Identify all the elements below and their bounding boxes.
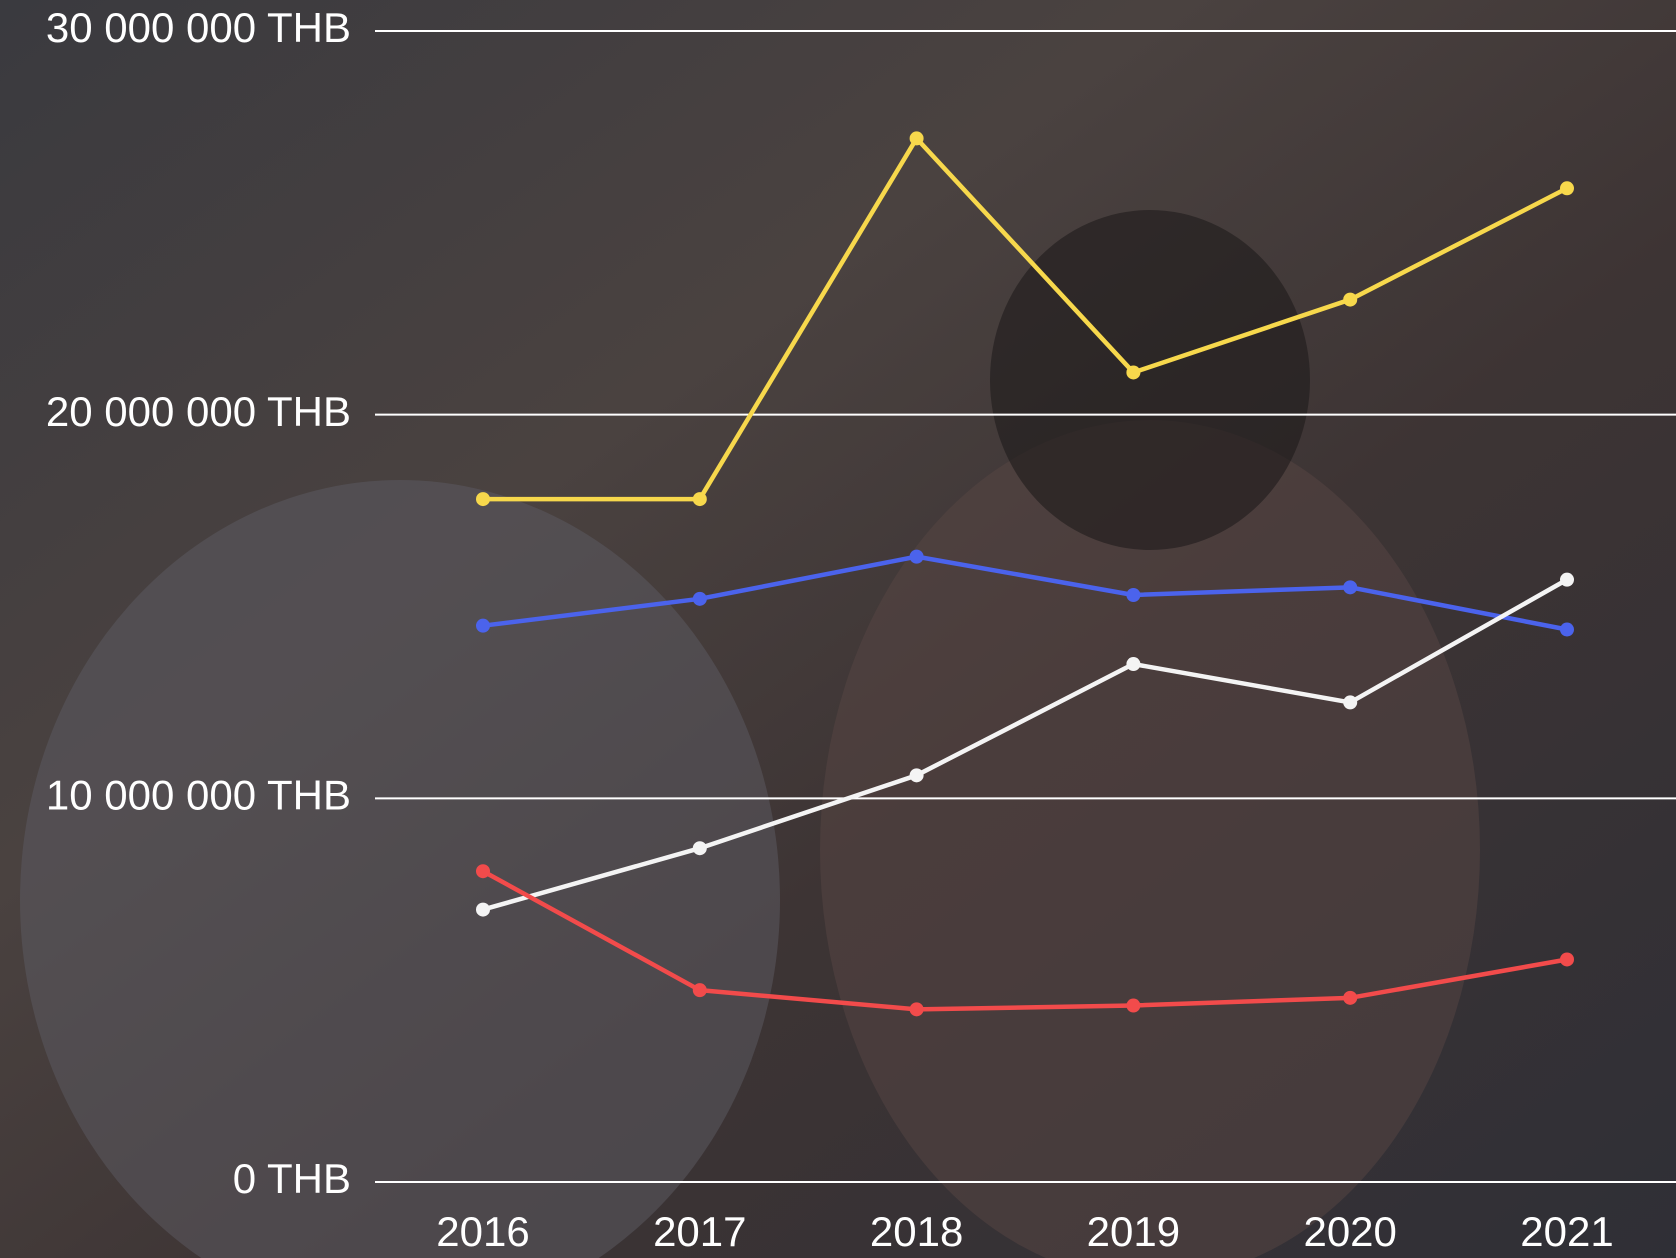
data-point (476, 492, 490, 506)
data-point (476, 903, 490, 917)
x-tick-label: 2018 (870, 1208, 963, 1255)
background-figure (990, 210, 1310, 550)
data-point (910, 1002, 924, 1016)
data-point (1126, 588, 1140, 602)
data-point (693, 983, 707, 997)
y-tick-label: 30 000 000 THB (46, 4, 351, 51)
data-point (910, 550, 924, 564)
data-point (1343, 695, 1357, 709)
data-point (910, 768, 924, 782)
data-point (1343, 293, 1357, 307)
y-tick-label: 20 000 000 THB (46, 388, 351, 435)
data-point (693, 841, 707, 855)
x-tick-label: 2020 (1303, 1208, 1396, 1255)
x-tick-label: 2021 (1520, 1208, 1613, 1255)
data-point (1343, 991, 1357, 1005)
data-point (476, 619, 490, 633)
x-tick-label: 2019 (1087, 1208, 1180, 1255)
data-point (1126, 657, 1140, 671)
y-tick-label: 0 THB (233, 1155, 351, 1202)
x-tick-label: 2017 (653, 1208, 746, 1255)
page: 0 THB 10 000 000 THB 20 000 000 THB 30 000 … (0, 0, 1676, 1258)
data-point (1560, 181, 1574, 195)
data-point (1126, 365, 1140, 379)
data-point (693, 492, 707, 506)
data-point (693, 592, 707, 606)
data-point (476, 864, 490, 878)
data-point (1560, 952, 1574, 966)
data-point (1343, 580, 1357, 594)
x-tick-label: 2016 (436, 1208, 529, 1255)
data-point (1560, 573, 1574, 587)
data-point (1560, 623, 1574, 637)
data-point (1126, 999, 1140, 1013)
chart: 0 THB 10 000 000 THB 20 000 000 THB 30 000 … (0, 0, 1676, 1258)
data-point (910, 131, 924, 145)
y-tick-label: 10 000 000 THB (46, 771, 351, 818)
